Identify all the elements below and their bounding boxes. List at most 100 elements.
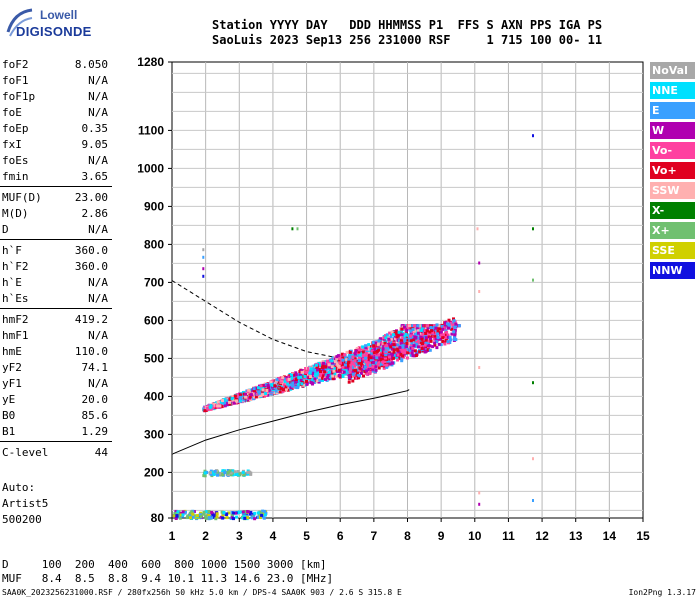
echo-point bbox=[230, 397, 234, 401]
echo-point bbox=[392, 348, 396, 352]
param-name: B0 bbox=[2, 409, 16, 422]
echo-point bbox=[210, 470, 214, 474]
echo-point bbox=[334, 366, 338, 370]
echo-point bbox=[400, 327, 404, 331]
echo-point bbox=[418, 350, 422, 354]
echo-point bbox=[447, 326, 450, 330]
echo-point bbox=[336, 364, 340, 368]
echo-point bbox=[370, 360, 374, 364]
echo-point bbox=[256, 392, 260, 396]
echo-point bbox=[417, 345, 420, 349]
echo-point bbox=[295, 381, 299, 385]
echo-point bbox=[353, 376, 357, 380]
echo-point bbox=[205, 406, 209, 410]
echo-point bbox=[327, 370, 331, 374]
echo-point bbox=[317, 363, 321, 366]
echo-point bbox=[289, 386, 293, 390]
echo-point bbox=[392, 343, 396, 347]
echo-point bbox=[381, 360, 385, 364]
echo-point bbox=[406, 324, 410, 328]
echo-point bbox=[364, 360, 368, 364]
x-tick-label: 14 bbox=[603, 529, 617, 543]
echo-point bbox=[400, 341, 403, 345]
echo-point bbox=[235, 399, 238, 403]
echo-point bbox=[227, 511, 231, 515]
echo-point bbox=[235, 515, 239, 519]
param-value: 3.65 bbox=[81, 170, 109, 183]
echo-point bbox=[428, 330, 432, 334]
echo-point bbox=[360, 348, 364, 352]
echo-point bbox=[230, 395, 234, 399]
echo-point bbox=[395, 356, 399, 360]
echo-point bbox=[402, 334, 406, 338]
echo-point bbox=[253, 511, 257, 515]
echo-point bbox=[435, 346, 439, 350]
param-row: fmin 3.65 bbox=[0, 169, 112, 185]
echo-point bbox=[432, 324, 436, 328]
echo-point bbox=[296, 374, 300, 378]
echo-point bbox=[366, 361, 370, 365]
echo-point bbox=[368, 370, 372, 374]
echo-point bbox=[384, 349, 388, 353]
echo-point bbox=[355, 371, 359, 375]
echo-point bbox=[314, 374, 318, 378]
y-tick-label: 700 bbox=[144, 275, 164, 289]
echo-point bbox=[409, 353, 413, 357]
echo-point bbox=[348, 355, 352, 358]
echo-point bbox=[341, 358, 345, 362]
echo-point bbox=[423, 326, 427, 330]
echo-point bbox=[237, 510, 241, 514]
logo-brand: Lowell bbox=[40, 8, 78, 22]
echo-point bbox=[439, 333, 443, 337]
echo-point bbox=[443, 324, 447, 328]
echo-point bbox=[304, 372, 308, 376]
echo-point bbox=[440, 324, 444, 328]
echo-point bbox=[209, 472, 213, 476]
echo-point bbox=[309, 367, 313, 371]
echo-point bbox=[296, 386, 299, 390]
echo-point bbox=[383, 363, 387, 367]
echo-point bbox=[383, 341, 387, 345]
echo-point bbox=[478, 502, 481, 506]
echo-point bbox=[354, 367, 358, 370]
y-tick-label: 400 bbox=[144, 389, 164, 403]
echo-point bbox=[390, 343, 394, 347]
echo-point bbox=[246, 516, 250, 520]
echo-point bbox=[174, 517, 178, 520]
echo-point bbox=[294, 373, 298, 377]
param-value: N/A bbox=[88, 154, 108, 167]
echo-point bbox=[429, 339, 433, 343]
echo-point bbox=[323, 370, 327, 374]
echo-point bbox=[413, 349, 417, 353]
echo-point bbox=[402, 353, 406, 357]
echo-point bbox=[312, 368, 315, 371]
echo-point bbox=[355, 363, 359, 367]
echo-point bbox=[385, 358, 389, 361]
param-value: 74.1 bbox=[81, 361, 109, 374]
echo-point bbox=[312, 364, 316, 368]
echo-point bbox=[331, 374, 335, 378]
echo-point bbox=[325, 359, 329, 363]
echo-point bbox=[412, 342, 416, 346]
echo-point bbox=[284, 385, 288, 389]
echo-point bbox=[403, 351, 407, 355]
param-name: foF2 bbox=[2, 58, 29, 71]
echo-point bbox=[181, 513, 185, 517]
echo-point bbox=[341, 356, 345, 360]
echo-point bbox=[532, 227, 534, 231]
echo-point bbox=[405, 328, 409, 332]
echo-point bbox=[202, 255, 205, 259]
echo-point bbox=[280, 377, 284, 381]
echo-point bbox=[390, 330, 394, 334]
echo-point bbox=[366, 363, 370, 366]
echo-point bbox=[402, 325, 406, 329]
echo-point bbox=[343, 372, 347, 376]
echo-point bbox=[249, 472, 253, 476]
echo-point bbox=[318, 378, 322, 382]
echo-point bbox=[351, 379, 355, 383]
echo-point bbox=[413, 324, 416, 328]
artist-label: Artist5 bbox=[2, 497, 49, 510]
echo-point bbox=[256, 511, 260, 515]
echo-point bbox=[412, 335, 416, 339]
